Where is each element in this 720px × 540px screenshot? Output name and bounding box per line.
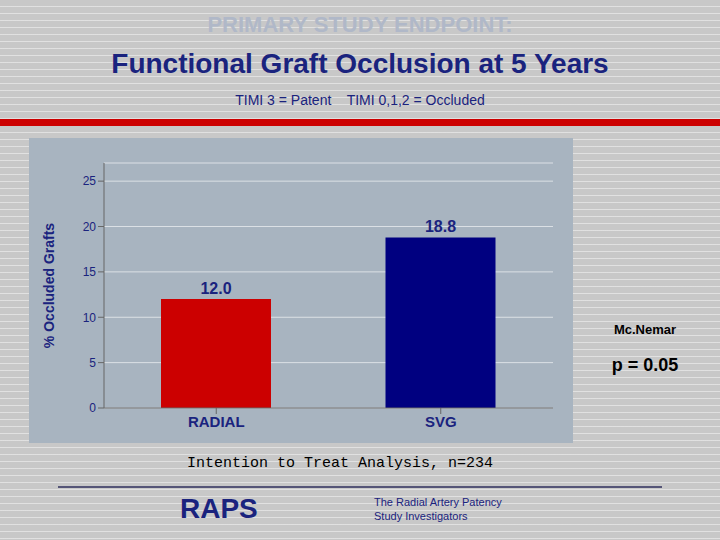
svg-text:18.8: 18.8	[425, 218, 456, 235]
svg-text:RADIAL: RADIAL	[188, 413, 245, 430]
svg-text:20: 20	[83, 220, 97, 234]
html-text:PRIMARY STUDY ENDPOINT:: PRIMARY STUDY ENDPOINT:	[207, 12, 513, 37]
svg-text:12.0: 12.0	[200, 280, 231, 297]
html-text:Intention to Treat Analysis, n: Intention to Treat Analysis, n=234	[187, 455, 493, 472]
svg-text:10: 10	[83, 311, 97, 325]
html-text:Functional Graft Occlusion at: Functional Graft Occlusion at 5 Years	[111, 48, 609, 79]
html-text:The Radial Artery Patency: The Radial Artery Patency	[374, 496, 502, 508]
svg-text:0: 0	[89, 401, 96, 415]
svg-text:15: 15	[83, 265, 97, 279]
html-text:p = 0.05: p = 0.05	[611, 355, 679, 375]
html-text:RAPS: RAPS	[180, 493, 258, 524]
html-text:Study Investigators: Study Investigators	[374, 510, 468, 522]
svg-text:% Occluded Grafts: % Occluded Grafts	[41, 223, 57, 348]
html-text:Mc.Nemar: Mc.Nemar	[613, 322, 677, 337]
svg-text:SVG: SVG	[425, 413, 457, 430]
svg-text:25: 25	[83, 174, 97, 188]
svg-text:5: 5	[89, 356, 96, 370]
html-text:TIMI 3 = Patent TIMI 0,1,2 = O: TIMI 3 = Patent TIMI 0,1,2 = Occluded	[235, 92, 485, 108]
